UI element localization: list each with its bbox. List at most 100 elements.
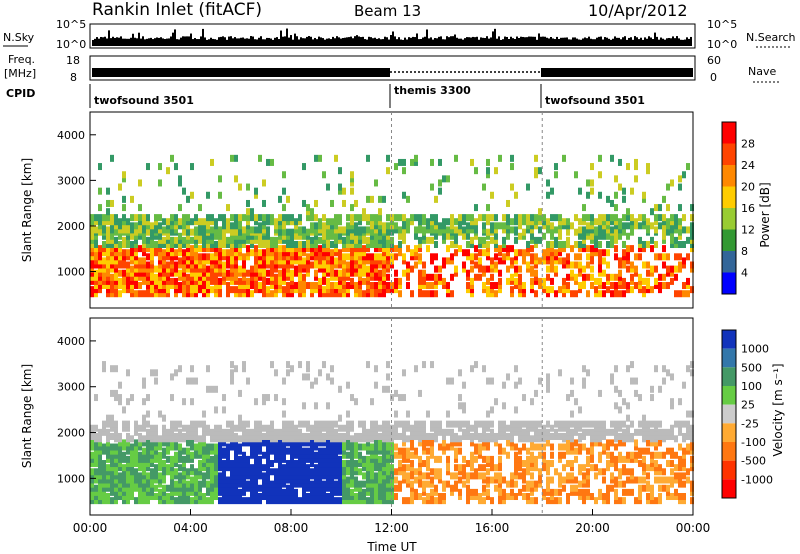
heatmap-cell (550, 451, 554, 459)
heatmap-cell (146, 476, 150, 484)
heatmap-cell (170, 484, 174, 492)
heatmap-cell (314, 420, 318, 428)
heatmap-cell (442, 484, 446, 492)
velocity-colorbar-frame (721, 329, 737, 499)
heatmap-cell (598, 493, 602, 501)
nsky-bar (680, 39, 682, 46)
heatmap-cell (362, 480, 366, 488)
heatmap-cell (578, 493, 582, 501)
heatmap-cell (130, 195, 134, 203)
heatmap-cell (646, 464, 650, 472)
heatmap-cell (366, 497, 370, 505)
nsky-bar (248, 38, 250, 46)
heatmap-cell (330, 273, 334, 281)
heatmap-cell (262, 480, 266, 488)
heatmap-cell (186, 253, 190, 261)
heatmap-cell (338, 497, 342, 505)
nsky-bar (254, 39, 256, 46)
heatmap-cell (150, 472, 154, 480)
heatmap-cell (338, 439, 342, 447)
heatmap-cell (382, 277, 386, 285)
heatmap-cell (442, 218, 446, 226)
heatmap-cell (370, 424, 374, 432)
freq-band-1 (92, 68, 390, 77)
heatmap-cell (238, 236, 242, 244)
heatmap-cell (242, 428, 246, 436)
heatmap-cell (302, 257, 306, 265)
heatmap-cell (178, 236, 182, 244)
heatmap-cell (454, 269, 458, 277)
heatmap-cell (326, 428, 330, 436)
heatmap-cell (462, 402, 466, 410)
heatmap-cell (386, 222, 390, 230)
heatmap-cell (630, 455, 634, 463)
heatmap-cell (298, 286, 302, 294)
heatmap-cell (530, 497, 534, 505)
heatmap-cell (534, 420, 538, 428)
heatmap-cell (342, 257, 346, 265)
heatmap-cell (302, 497, 306, 505)
heatmap-cell (98, 265, 102, 273)
heatmap-cell (590, 218, 594, 226)
heatmap-cell (646, 497, 650, 505)
heatmap-cell (214, 282, 218, 290)
heatmap-cell (526, 214, 530, 222)
heatmap-cell (258, 214, 262, 222)
heatmap-cell (94, 261, 98, 269)
heatmap-cell (146, 214, 150, 222)
heatmap-cell (254, 460, 258, 468)
heatmap-cell (362, 277, 366, 285)
heatmap-cell (410, 290, 414, 298)
heatmap-cell (110, 277, 114, 285)
heatmap-cell (582, 240, 586, 248)
heatmap-cell (250, 282, 254, 290)
heatmap-cell (514, 381, 518, 389)
heatmap-cell (622, 261, 626, 269)
heatmap-cell (306, 214, 310, 222)
heatmap-cell (290, 249, 294, 257)
heatmap-cell (254, 236, 258, 244)
heatmap-cell (358, 443, 362, 451)
heatmap-cell (106, 214, 110, 222)
heatmap-cell (354, 286, 358, 294)
heatmap-cell (550, 277, 554, 285)
heatmap-cell (182, 497, 186, 505)
heatmap-cell (98, 468, 102, 476)
heatmap-cell (322, 249, 326, 257)
heatmap-cell (142, 222, 146, 230)
heatmap-cell (218, 439, 222, 447)
heatmap-cell (410, 214, 414, 222)
heatmap-cell (430, 480, 434, 488)
heatmap-cell (686, 282, 690, 290)
heatmap-cell (118, 455, 122, 463)
heatmap-cell (422, 472, 426, 480)
heatmap-cell (570, 222, 574, 230)
heatmap-cell (178, 420, 182, 428)
heatmap-cell (162, 476, 166, 484)
heatmap-cell (506, 439, 510, 447)
heatmap-cell (242, 232, 246, 240)
heatmap-cell (378, 269, 382, 277)
heatmap-cell (178, 245, 182, 253)
heatmap-cell (682, 381, 686, 389)
heatmap-cell (122, 249, 126, 257)
heatmap-cell (486, 476, 490, 484)
heatmap-cell (614, 286, 618, 294)
heatmap-cell (198, 265, 202, 273)
heatmap-cell (346, 451, 350, 459)
heatmap-cell (370, 428, 374, 436)
freq-frame (89, 55, 696, 81)
heatmap-cell (142, 377, 146, 385)
heatmap-cell (142, 249, 146, 257)
heatmap-cell (650, 222, 654, 230)
heatmap-cell (310, 381, 314, 389)
heatmap-cell (230, 226, 234, 234)
heatmap-cell (402, 455, 406, 463)
heatmap-cell (110, 460, 114, 468)
heatmap-cell (534, 171, 538, 179)
heatmap-cell (590, 282, 594, 290)
heatmap-cell (278, 488, 282, 496)
heatmap-cell (450, 218, 454, 226)
heatmap-cell (190, 261, 194, 269)
heatmap-cell (258, 443, 262, 451)
